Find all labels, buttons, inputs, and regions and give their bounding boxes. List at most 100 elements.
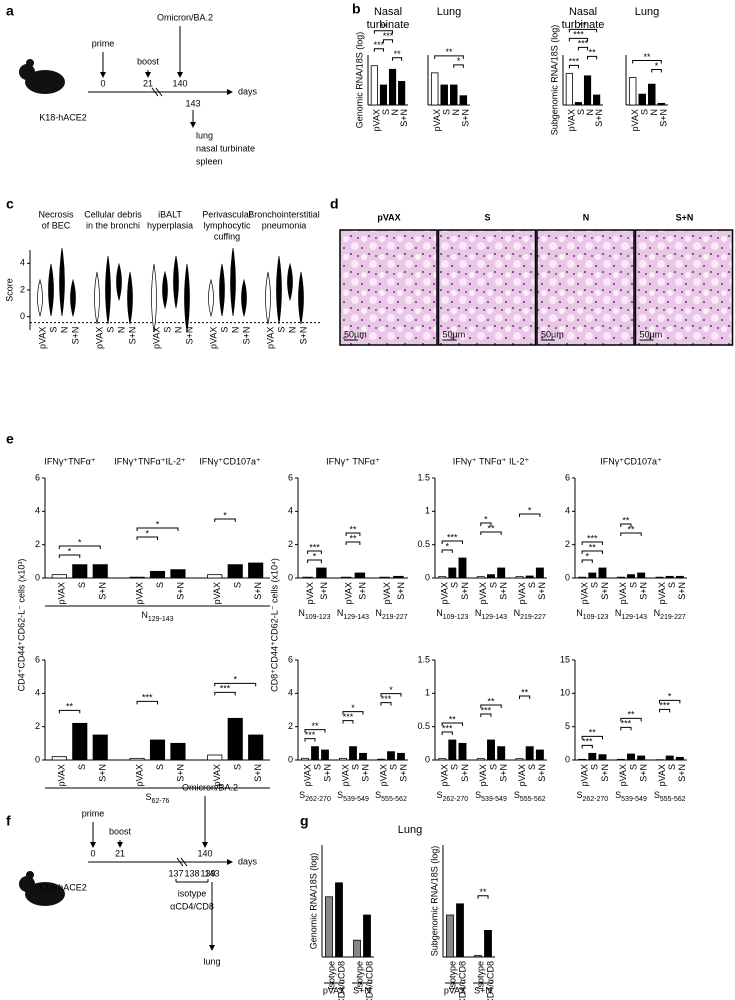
x-tick-label: S+N: [322, 764, 332, 782]
mouse-label: K18-hACE2: [39, 112, 87, 122]
challenge: Omicron/BA.2: [157, 12, 213, 22]
x-tick-label: S+N: [127, 327, 137, 345]
x-tick-label: S+N: [399, 109, 409, 127]
x-tick-label: S+N: [70, 327, 80, 345]
bar: [474, 955, 482, 958]
sublabel-main: N: [436, 608, 443, 618]
significance-bracket: [581, 541, 603, 545]
bar: [377, 758, 385, 761]
panel-label: g: [300, 813, 309, 829]
significance-bracket: [345, 532, 361, 536]
day: 21: [115, 848, 125, 858]
significance-bracket: [620, 717, 642, 722]
title: IFNγ⁺ TNFα⁺ IL-2⁺: [453, 456, 530, 466]
title: Nasal: [569, 6, 597, 18]
significance-bracket: [577, 46, 589, 51]
bar: [207, 754, 223, 761]
sublabel-sub: 219-227: [382, 614, 408, 621]
x-tick-label: S+N: [253, 582, 263, 600]
y-tick-label: 15: [560, 654, 570, 664]
panel-label: b: [352, 1, 361, 17]
bar: [657, 102, 666, 106]
bar: [129, 576, 145, 579]
x-tick-label: S: [276, 327, 286, 333]
title: cuffing: [214, 231, 240, 241]
significance: ***: [659, 701, 670, 711]
y-tick-label: 2: [20, 284, 25, 294]
x-tick-label: S+N: [639, 764, 649, 782]
significance: *: [389, 685, 393, 695]
significance: ***: [573, 30, 584, 40]
x-tick-label: S+N: [98, 764, 108, 782]
violin: [287, 262, 293, 302]
bar: [515, 758, 524, 761]
y-tick-label: 2: [288, 539, 293, 549]
x-tick-label: pVAX: [340, 764, 350, 786]
bar: [593, 94, 601, 106]
bar: [170, 569, 186, 579]
y-tick-label: 6: [35, 654, 40, 664]
x-tick-label: S+N: [396, 582, 406, 600]
bar: [525, 575, 534, 579]
x-tick-label: S: [667, 582, 677, 588]
significance: *: [233, 675, 237, 685]
panel-label: a: [6, 3, 14, 19]
image-title: S+N: [676, 212, 694, 222]
x-tick-label: S: [155, 764, 165, 770]
bar: [227, 717, 243, 761]
x-tick-label: S: [388, 764, 398, 770]
significance: *: [655, 61, 659, 71]
x-tick-label: S+N: [184, 327, 194, 345]
x-tick-label: S+N: [241, 327, 251, 345]
x-tick-label: S: [527, 582, 537, 588]
violin: [94, 271, 100, 325]
bar: [628, 77, 637, 106]
significance: **: [643, 52, 651, 62]
x-tick-label: pVAX: [657, 764, 667, 786]
y-tick-label: 1.5: [417, 472, 430, 482]
bar: [598, 754, 607, 761]
bar: [497, 746, 506, 761]
panel-label: c: [6, 196, 14, 212]
x-tick-label: S+N: [677, 764, 687, 782]
sublabel-main: S: [576, 790, 582, 800]
significance: **: [627, 524, 635, 534]
x-tick-label: S+N: [460, 582, 470, 600]
sublabel-sub: 539-549: [343, 796, 369, 803]
treatment: isotype: [178, 888, 207, 898]
x-tick-label: S+N: [594, 109, 604, 127]
significance-bracket: [519, 695, 531, 699]
bar: [476, 576, 485, 579]
significance: **: [622, 515, 630, 525]
bar: [388, 68, 397, 106]
y-tick-label: 4: [565, 506, 570, 516]
x-tick-label: S: [162, 327, 172, 333]
y-tick-label: 4: [288, 688, 293, 698]
significance-bracket: [620, 532, 642, 536]
unit: days: [238, 856, 258, 866]
day: 143: [204, 868, 219, 878]
y-axis-label: Subgenomic RNA/18S (log): [429, 846, 439, 957]
significance: *: [68, 546, 72, 556]
x-tick-label: S+N: [98, 582, 108, 600]
x-tick-label: isotype: [447, 961, 457, 990]
y-axis-label: Score: [4, 278, 14, 302]
significance: ***: [481, 705, 492, 715]
sublabel-main: N: [576, 608, 583, 618]
boost: boost: [137, 56, 160, 66]
x-tick-label: pVAX: [94, 327, 104, 349]
title: Cellular debris: [84, 209, 142, 219]
significance-bracket: [620, 726, 632, 731]
significance: *: [313, 551, 317, 561]
sublabel-sub: 109-123: [305, 614, 331, 621]
x-tick-label: S: [312, 764, 322, 770]
violin: [276, 255, 282, 325]
title: Lung: [635, 6, 659, 18]
bar: [637, 572, 646, 579]
x-tick-label: S: [488, 582, 498, 588]
x-tick-label: S+N: [677, 582, 687, 600]
bar: [207, 574, 223, 579]
x-tick-label: S+N: [499, 582, 509, 600]
x-tick-label: N: [649, 109, 659, 116]
bar: [497, 567, 506, 579]
